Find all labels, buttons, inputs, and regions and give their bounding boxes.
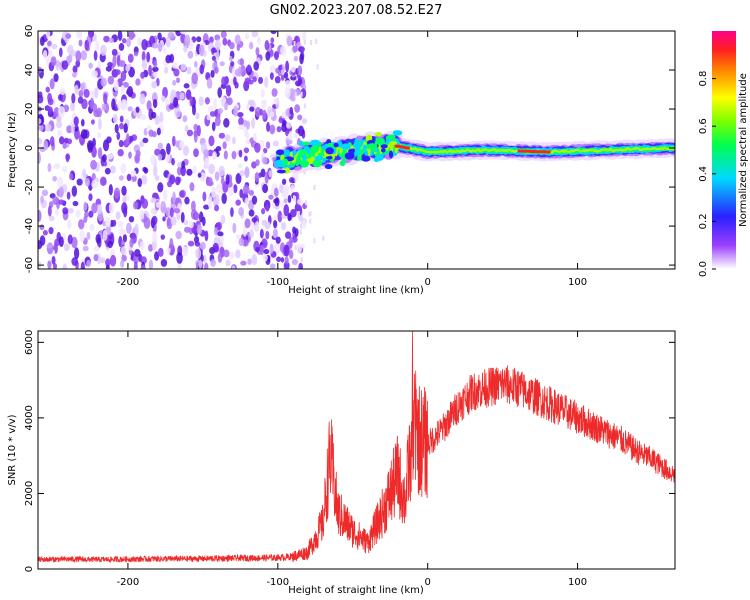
colorbar-tick-label: 0.6 <box>698 118 709 134</box>
spectrogram-y-tick-label: 0 <box>24 145 35 151</box>
snr-y-tick-label: 4000 <box>24 405 35 430</box>
spectrogram-y-tick-label: 60 <box>24 25 35 38</box>
snr-x-axis: -200 -100 0 100 <box>117 331 587 588</box>
spectrogram-image <box>38 31 675 269</box>
spectrogram-x-label: Height of straight line (km) <box>288 285 424 296</box>
colorbar-gradient <box>712 31 736 269</box>
colorbar-tick-label: 0.8 <box>698 71 709 87</box>
spectrogram-y-tick-label: -60 <box>24 257 35 273</box>
spectrogram-y-tick-label: -40 <box>24 218 35 234</box>
snr-x-tick-label: -100 <box>266 577 289 588</box>
snr-y-tick-label: 6000 <box>24 330 35 355</box>
spectrogram-y-tick-label: 20 <box>24 103 35 116</box>
colorbar: 0.0 0.2 0.4 0.6 0.8 Normalized spectral ampl… <box>698 31 749 277</box>
snr-x-tick-label: 0 <box>425 577 431 588</box>
spectrogram-x-tick-label: -100 <box>266 277 289 288</box>
snr-x-label: Height of straight line (km) <box>288 585 424 596</box>
spectrogram-frame <box>37 30 676 270</box>
snr-x-tick-label: -200 <box>117 577 140 588</box>
snr-y-tick-label: 0 <box>24 566 35 572</box>
colorbar-tick-label: 0.0 <box>698 261 709 277</box>
spectrogram-x-tick-label: 100 <box>568 277 587 288</box>
colorbar-tick-label: 0.2 <box>698 213 709 229</box>
spectrogram-y-axis: -60 -40 -20 0 20 40 60 <box>24 25 675 273</box>
colorbar-label: Normalized spectral amplitude <box>738 73 749 227</box>
spectrogram-y-label: Frequency (Hz) <box>7 112 18 188</box>
snr-y-tick-label: 2000 <box>24 481 35 506</box>
snr-y-label: SNR (10 * v/v) <box>7 414 18 485</box>
colorbar-axis: 0.0 0.2 0.4 0.6 0.8 <box>698 71 716 277</box>
spectrogram-x-tick-label: 0 <box>425 277 431 288</box>
spectrogram-x-axis: -200 -100 0 100 <box>117 31 587 288</box>
snr-frame <box>37 330 676 570</box>
colorbar-tick-label: 0.4 <box>698 166 709 182</box>
spectrogram-x-tick-label: -200 <box>117 277 140 288</box>
spectrogram-y-tick-label: 40 <box>24 64 35 77</box>
figure-title: GN02.2023.207.08.52.E27 <box>270 3 443 18</box>
snr-y-axis: 0 2000 4000 6000 <box>24 330 675 572</box>
snr-series-line <box>38 331 675 563</box>
snr-x-tick-label: 100 <box>568 577 587 588</box>
spectrogram-y-tick-label: -20 <box>24 179 35 195</box>
